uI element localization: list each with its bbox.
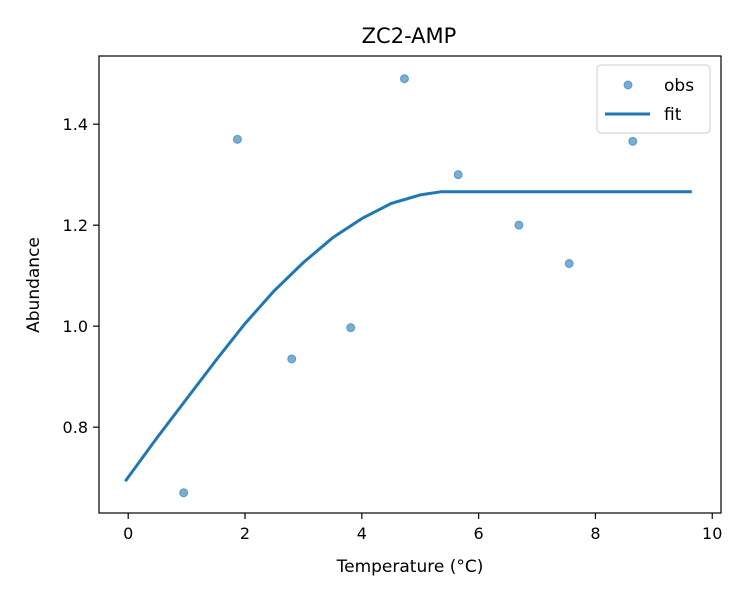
obs-point — [453, 170, 463, 180]
legend-obs-label: obs — [664, 76, 694, 96]
obs-point — [514, 220, 524, 230]
x-tick-label: 2 — [240, 524, 250, 543]
x-axis: 0 2 4 6 8 10 — [123, 513, 722, 543]
x-tick-label: 8 — [590, 524, 600, 543]
x-tick-label: 6 — [474, 524, 484, 543]
obs-point — [399, 74, 409, 84]
obs-point — [232, 134, 242, 144]
y-tick-label: 1.2 — [63, 216, 88, 235]
x-axis-label: Temperature (°C) — [336, 557, 484, 577]
plot-area — [124, 74, 692, 498]
legend-obs-marker — [623, 80, 633, 90]
legend: obs fit — [596, 64, 711, 134]
legend-fit-label: fit — [664, 105, 682, 125]
y-tick-label: 0.8 — [63, 418, 88, 437]
fit-line — [124, 190, 692, 483]
obs-point — [346, 323, 356, 333]
y-axis: 0.8 1.0 1.2 1.4 — [63, 115, 99, 437]
y-tick-label: 1.4 — [63, 115, 88, 134]
x-tick-label: 10 — [702, 524, 722, 543]
plot-frame — [98, 55, 722, 514]
obs-point — [179, 488, 189, 498]
obs-point — [564, 259, 574, 269]
obs-point — [287, 354, 297, 364]
chart-title: ZC2-AMP — [362, 24, 457, 48]
y-axis-label: Abundance — [24, 237, 44, 333]
y-tick-label: 1.0 — [63, 317, 88, 336]
obs-point — [628, 136, 638, 146]
x-tick-label: 4 — [357, 524, 367, 543]
x-tick-label: 0 — [123, 524, 133, 543]
